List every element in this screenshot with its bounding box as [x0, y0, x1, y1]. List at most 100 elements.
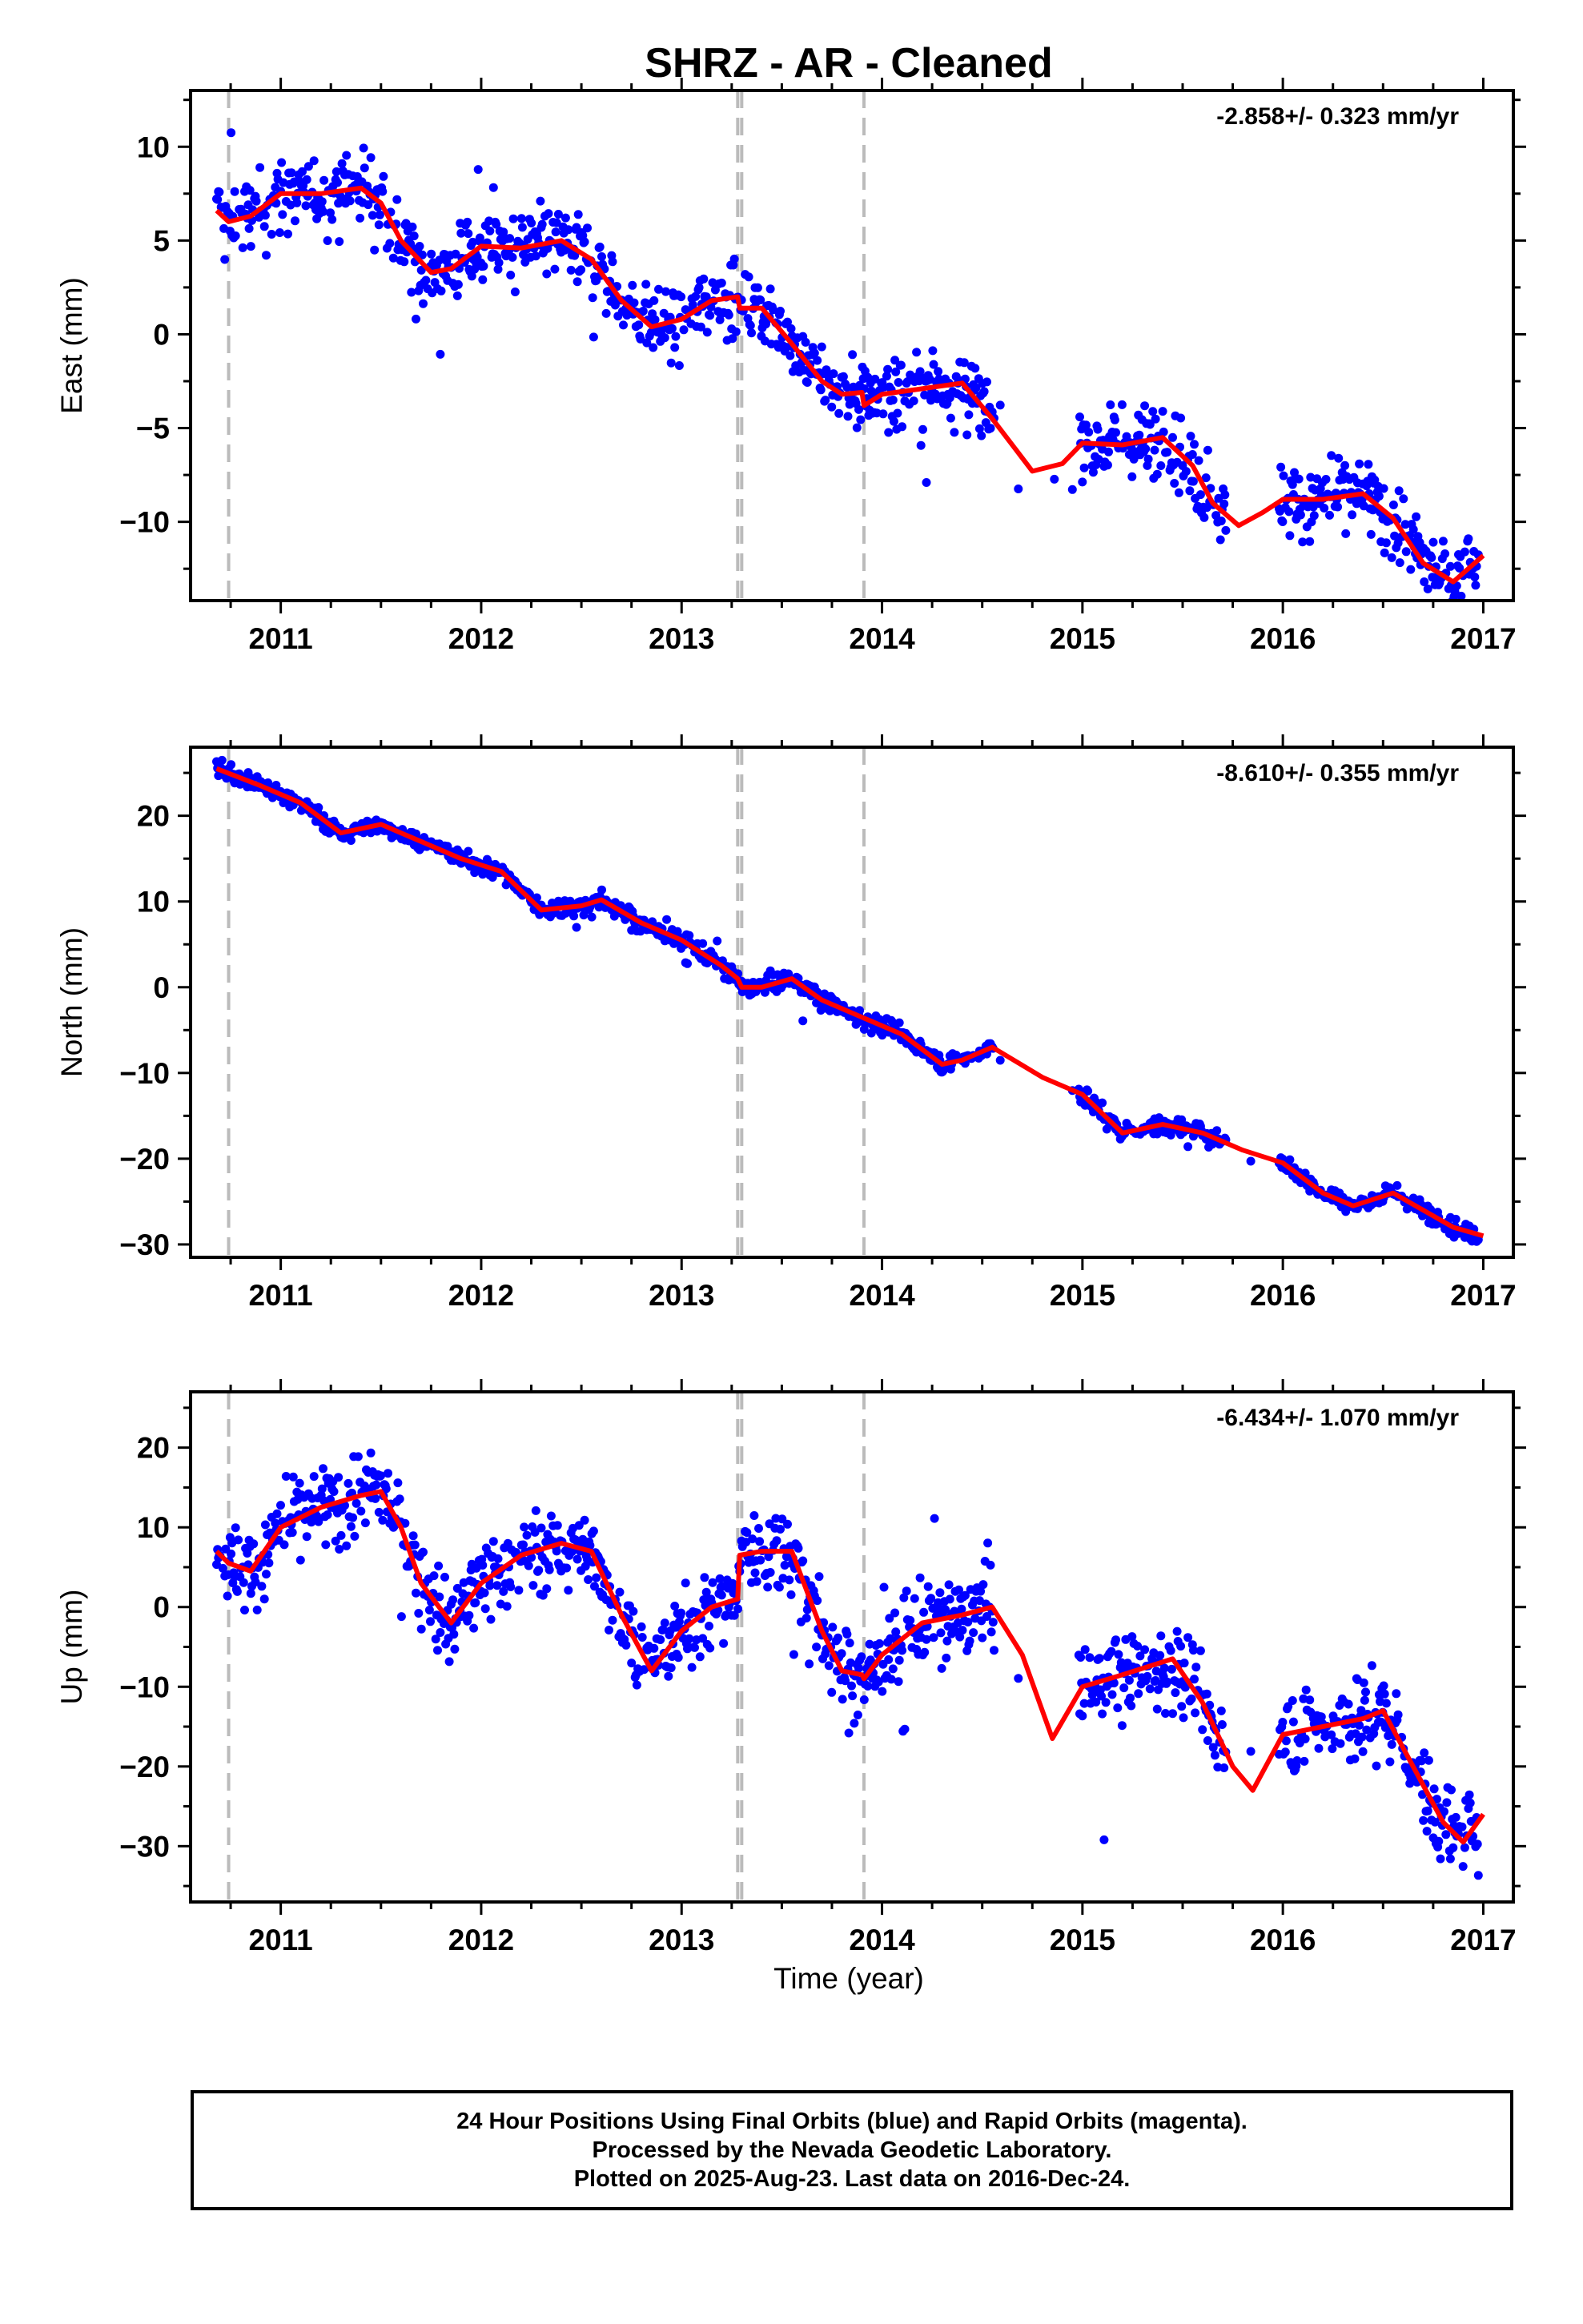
data-point: [492, 219, 501, 229]
data-point: [552, 218, 561, 227]
data-point: [1390, 531, 1400, 541]
data-point: [1296, 510, 1305, 520]
data-point: [1220, 490, 1230, 500]
data-point: [451, 249, 460, 259]
data-point: [429, 1571, 439, 1581]
data-point: [1451, 1812, 1460, 1822]
data-point: [1212, 1126, 1222, 1136]
data-point: [1195, 490, 1205, 500]
data-point: [544, 209, 553, 219]
data-point: [850, 1719, 859, 1728]
data-point: [1285, 1155, 1295, 1164]
data-point: [1210, 1751, 1219, 1760]
data-point: [1298, 537, 1308, 547]
data-point: [449, 1630, 459, 1639]
data-point: [1473, 1871, 1483, 1880]
data-point: [346, 1522, 356, 1531]
data-point: [619, 320, 628, 330]
data-point: [1427, 553, 1436, 562]
y-axis-label: North (mm): [55, 927, 88, 1077]
data-point: [1361, 1687, 1370, 1697]
data-point: [859, 1695, 869, 1704]
data-point: [552, 1521, 562, 1530]
data-point: [400, 1518, 410, 1528]
data-point: [912, 348, 922, 357]
data-point: [227, 760, 236, 770]
data-point: [785, 351, 795, 360]
data-point: [1412, 512, 1421, 521]
data-point: [828, 1622, 838, 1632]
data-point: [935, 1588, 945, 1598]
data-point: [902, 377, 912, 387]
data-point: [520, 1522, 529, 1532]
data-point: [621, 1640, 631, 1650]
data-point: [671, 332, 681, 341]
data-point: [346, 836, 356, 845]
plot-frame: [189, 89, 1515, 602]
data-point: [478, 1561, 488, 1570]
data-point: [1119, 1683, 1129, 1693]
y-axis-label: East (mm): [55, 277, 88, 414]
data-point: [569, 911, 579, 921]
data-point: [309, 1472, 319, 1482]
data-point: [827, 1687, 837, 1697]
data-point: [259, 1594, 269, 1604]
data-point: [1156, 461, 1166, 470]
data-point: [771, 1514, 781, 1523]
data-point: [898, 1646, 907, 1655]
data-point: [1188, 476, 1198, 486]
data-point: [960, 1590, 970, 1600]
data-point: [1441, 1830, 1451, 1839]
data-point: [546, 1511, 556, 1521]
data-point: [278, 210, 287, 219]
data-point: [986, 424, 995, 433]
data-point: [378, 1515, 388, 1525]
data-point: [719, 1638, 729, 1648]
x-tick-label: 2013: [649, 622, 714, 655]
data-point: [749, 1511, 759, 1520]
data-point: [886, 1675, 896, 1684]
data-point: [1464, 534, 1473, 544]
data-point: [848, 1691, 858, 1701]
data-point: [894, 378, 903, 387]
data-point: [366, 153, 376, 163]
data-point: [936, 1628, 946, 1638]
data-point: [870, 374, 880, 384]
data-point: [801, 337, 810, 347]
data-point: [1288, 1717, 1298, 1727]
data-point: [885, 1614, 894, 1623]
data-point: [838, 1695, 847, 1704]
data-point: [1379, 484, 1388, 493]
data-point: [1305, 537, 1315, 546]
footer-box: 24 Hour Positions Using Final Orbits (bl…: [191, 2090, 1513, 2210]
data-point: [510, 287, 520, 296]
data-point: [701, 1587, 711, 1597]
data-point: [514, 1586, 524, 1595]
data-point: [427, 249, 436, 259]
data-point: [688, 300, 697, 310]
data-point: [1188, 1646, 1198, 1655]
data-point: [894, 1655, 904, 1665]
data-point: [638, 307, 648, 316]
data-point: [798, 1556, 808, 1566]
data-point: [745, 321, 755, 330]
data-point: [419, 299, 428, 308]
data-point: [407, 287, 416, 297]
data-point: [920, 1647, 930, 1657]
data-point: [360, 163, 369, 173]
data-point: [915, 367, 925, 376]
data-point: [1462, 606, 1471, 615]
data-point: [440, 1572, 449, 1582]
data-point: [527, 219, 536, 227]
data-point: [573, 210, 583, 219]
data-point: [969, 1628, 978, 1638]
data-point: [408, 1531, 418, 1541]
data-point: [954, 1585, 963, 1594]
data-point: [580, 1515, 589, 1525]
data-point: [1194, 456, 1203, 465]
data-point: [588, 293, 597, 303]
data-point: [371, 1494, 380, 1503]
data-point: [844, 1728, 854, 1738]
data-point: [573, 277, 582, 287]
data-point: [508, 214, 518, 223]
